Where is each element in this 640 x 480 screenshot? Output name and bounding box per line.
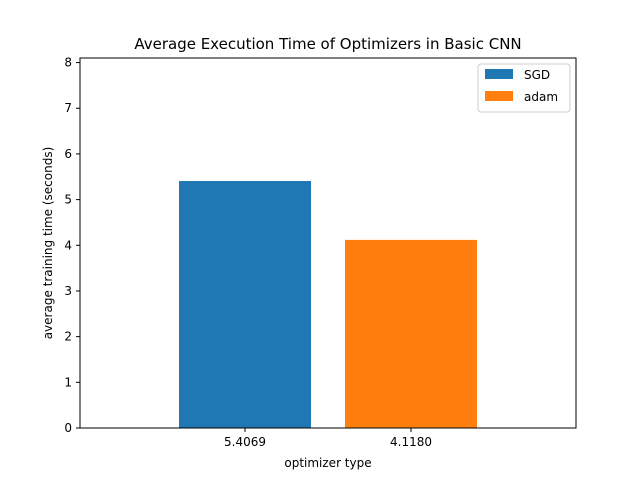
x-tick-label: 4.1180	[390, 435, 432, 449]
y-tick-label: 5	[64, 193, 72, 207]
plot-frame	[79, 57, 577, 429]
y-tick-label: 7	[64, 101, 72, 115]
legend-label-adam: adam	[524, 90, 558, 104]
y-tick-label: 3	[64, 284, 72, 298]
y-tick-label: 2	[64, 330, 72, 344]
y-tick-label: 1	[64, 375, 72, 389]
y-axis: 0 1 2 3 4 5 6 7 8	[64, 56, 80, 435]
legend-label-sgd: SGD	[524, 68, 550, 82]
x-tick-label: 5.4069	[224, 435, 266, 449]
y-tick-label: 6	[64, 147, 72, 161]
bar-adam	[345, 239, 477, 428]
bar-sgd	[179, 181, 311, 428]
chart-title: Average Execution Time of Optimizers in …	[134, 35, 521, 53]
y-tick-label: 0	[64, 421, 72, 435]
y-tick-label: 4	[64, 238, 72, 252]
x-axis: 5.4069 4.1180	[224, 428, 432, 449]
legend-swatch-sgd	[485, 69, 513, 79]
y-axis-label: average training time (seconds)	[41, 147, 55, 340]
bars-group	[179, 181, 477, 428]
legend-swatch-adam	[485, 91, 513, 101]
legend: SGD adam	[477, 63, 571, 113]
x-axis-label: optimizer type	[284, 456, 371, 470]
y-tick-label: 8	[64, 56, 72, 70]
